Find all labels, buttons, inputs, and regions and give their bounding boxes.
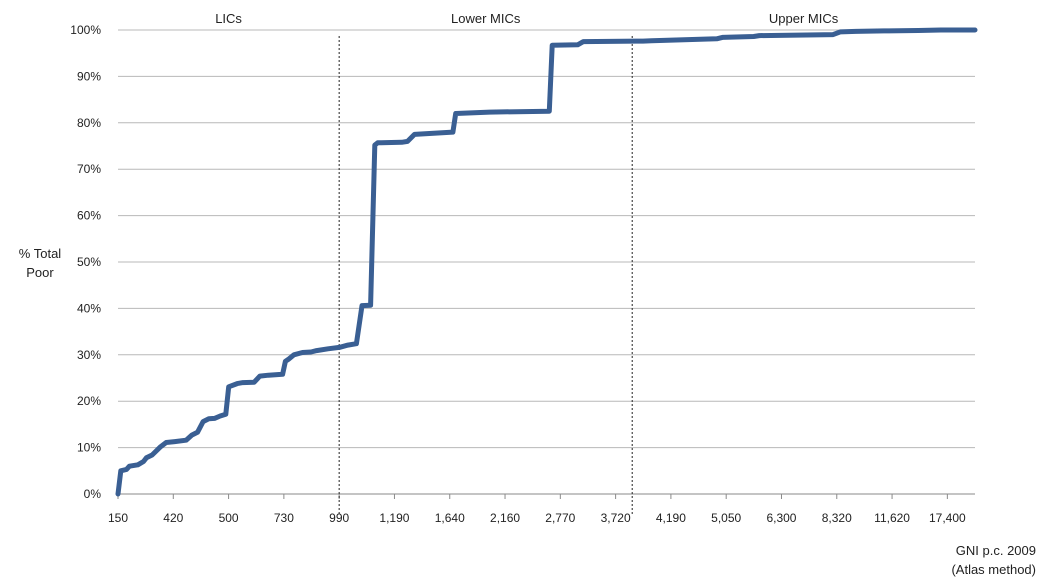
x-tick-labels: 150 420 500 730 990 1,190 1,640 2,160 2,770 3,720… bbox=[108, 511, 966, 525]
y-tick-labels: 0% 10% 20% 30% 40% 50% 60% 70% 80% 90% 100% bbox=[70, 23, 101, 501]
y-tick-label: 40% bbox=[77, 301, 101, 315]
x-tick-label: 2,160 bbox=[490, 511, 520, 525]
region-label: Upper MICs bbox=[769, 11, 839, 26]
axes bbox=[117, 493, 975, 499]
x-tick-label: 420 bbox=[163, 511, 183, 525]
series bbox=[115, 27, 978, 497]
x-tick-label: 11,620 bbox=[874, 511, 910, 525]
y-tick-label: 50% bbox=[77, 255, 101, 269]
y-axis-label-line1: % Total bbox=[19, 246, 62, 261]
y-tick-label: 80% bbox=[77, 116, 101, 130]
x-tick-label: 5,050 bbox=[711, 511, 741, 525]
y-tick-label: 0% bbox=[84, 487, 102, 501]
y-tick-label: 30% bbox=[77, 348, 101, 362]
y-tick-label: 10% bbox=[77, 441, 101, 455]
y-tick-label: 90% bbox=[77, 69, 101, 83]
x-tick-label: 150 bbox=[108, 511, 128, 525]
x-tick-label: 500 bbox=[219, 511, 239, 525]
y-tick-label: 100% bbox=[70, 23, 101, 37]
region-label: Lower MICs bbox=[451, 11, 521, 26]
x-axis-label-line2: (Atlas method) bbox=[951, 562, 1036, 577]
y-axis-label-line2: Poor bbox=[26, 265, 54, 280]
y-tick-label: 60% bbox=[77, 209, 101, 223]
series-line bbox=[115, 27, 978, 497]
x-tick-label: 6,300 bbox=[766, 511, 796, 525]
x-axis-label-line1: GNI p.c. 2009 bbox=[956, 543, 1036, 558]
x-tick-label: 730 bbox=[274, 511, 294, 525]
x-tick-label: 8,320 bbox=[822, 511, 852, 525]
x-tick-label: 990 bbox=[329, 511, 349, 525]
gridlines bbox=[118, 29, 975, 449]
x-tick-label: 1,190 bbox=[379, 511, 409, 525]
income-thresholds bbox=[338, 36, 633, 516]
region-label: LICs bbox=[215, 11, 242, 26]
region-labels: LICs Lower MICs Upper MICs bbox=[215, 11, 839, 26]
x-tick-label: 3,720 bbox=[601, 511, 631, 525]
x-tick-label: 17,400 bbox=[929, 511, 966, 525]
x-tick-label: 2,770 bbox=[545, 511, 575, 525]
y-tick-label: 70% bbox=[77, 162, 101, 176]
y-tick-label: 20% bbox=[77, 394, 101, 408]
x-tick-label: 4,190 bbox=[656, 511, 686, 525]
x-tick-label: 1,640 bbox=[435, 511, 465, 525]
